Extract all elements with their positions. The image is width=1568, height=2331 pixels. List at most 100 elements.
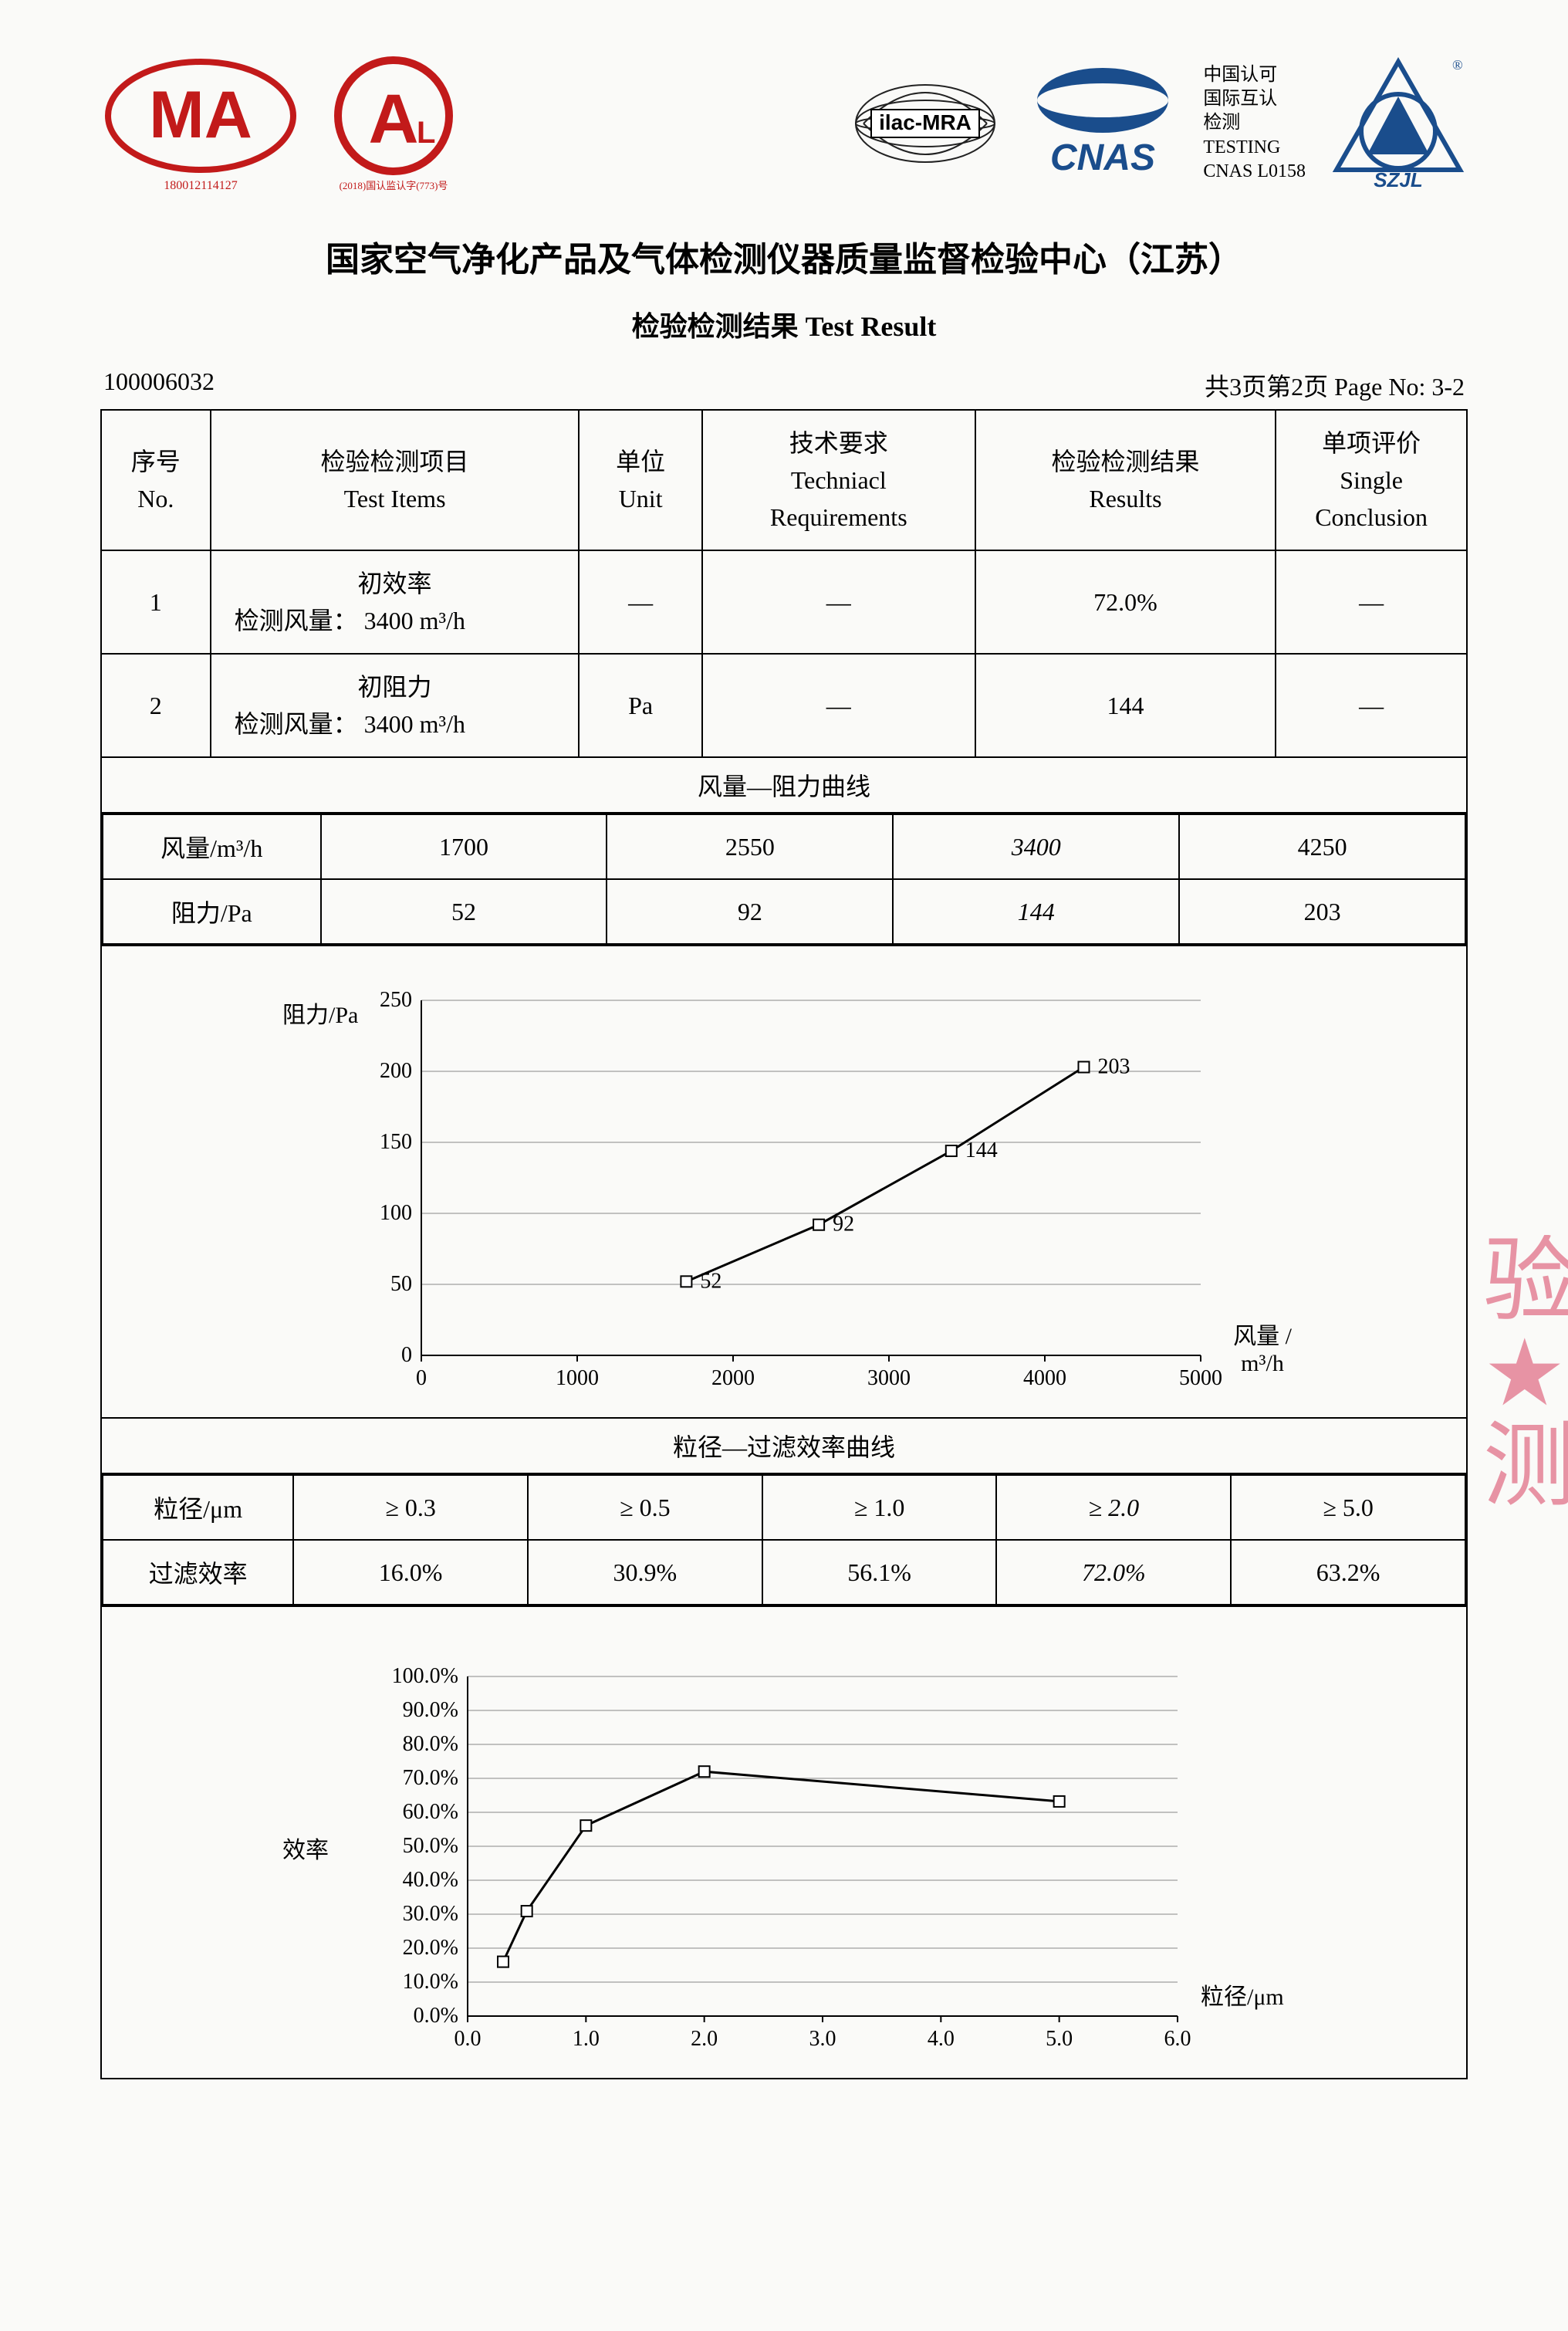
y-tick-label: 30.0% xyxy=(403,1902,458,1927)
c1-res-1: 92 xyxy=(607,879,893,944)
flow-resistance-chart: 5292144203050100150200250010002000300040… xyxy=(267,969,1301,1402)
x-tick-label: 4.0 xyxy=(928,2027,955,2052)
chart1-cell: 5292144203050100150200250010002000300040… xyxy=(101,946,1467,1418)
report-id: 100006032 xyxy=(103,367,215,403)
c1-res-2: 144 xyxy=(893,879,1179,944)
svg-text:92: 92 xyxy=(833,1213,854,1237)
svg-text:144: 144 xyxy=(965,1138,998,1162)
table-row: 1 初效率 检测风量： 3400 m³/h — — 72.0% — xyxy=(101,550,1467,654)
y-tick-label: 80.0% xyxy=(403,1732,458,1757)
cma-logo: MA 180012114127 xyxy=(100,54,301,193)
x-tick-label: 2.0 xyxy=(691,2027,718,2052)
page-number: 共3页第2页 Page No: 3-2 xyxy=(1205,367,1465,403)
c2-size-0: ≥ 0.3 xyxy=(293,1475,528,1540)
cma-sub-text: 180012114127 xyxy=(164,179,237,192)
y-tick-label: 150 xyxy=(380,1130,412,1155)
x-axis-label: 粒径/μm xyxy=(1201,1977,1284,2011)
szjl-logo: SZJL ® xyxy=(1329,54,1468,193)
y-tick-label: 10.0% xyxy=(403,1970,458,1994)
y-tick-label: 70.0% xyxy=(403,1766,458,1791)
c2-eff-2: 56.1% xyxy=(762,1540,997,1605)
hdr-res: 检验检测结果 Results xyxy=(975,410,1276,550)
y-tick-label: 90.0% xyxy=(403,1698,458,1723)
logo-row: MA 180012114127 A L (2018)国认监认字(773)号 xyxy=(100,54,1468,193)
hdr-item: 检验检测项目 Test Items xyxy=(211,410,580,550)
x-axis-label: 风量 / m³/h xyxy=(1224,1317,1301,1377)
page-title: 国家空气净化产品及气体检测仪器质量监督检验中心（江苏） xyxy=(100,232,1468,281)
hdr-no: 序号 No. xyxy=(101,410,211,550)
svg-text:203: 203 xyxy=(1098,1054,1130,1078)
svg-text:L: L xyxy=(417,116,435,150)
page-subtitle: 检验检测结果 Test Result xyxy=(100,304,1468,344)
curve1-data-table: 风量/m³/h 1700 2550 3400 4250 阻力/Pa 52 92 … xyxy=(101,813,1467,946)
table-header-row: 序号 No. 检验检测项目 Test Items 单位 Unit 技术要求 Te… xyxy=(101,410,1467,550)
x-tick-label: 4000 xyxy=(1023,1366,1066,1391)
c2-size-4: ≥ 5.0 xyxy=(1231,1475,1465,1540)
x-tick-label: 0 xyxy=(416,1366,427,1391)
cnas-logo: CNAS xyxy=(1026,54,1180,193)
c2-eff-0: 16.0% xyxy=(293,1540,528,1605)
svg-text:52: 52 xyxy=(700,1269,721,1293)
cell-res: 144 xyxy=(975,654,1276,757)
svg-text:SZJL: SZJL xyxy=(1374,168,1423,191)
x-tick-label: 3000 xyxy=(867,1366,911,1391)
y-axis-label: 阻力/Pa xyxy=(282,996,358,1030)
curve2-title: 粒径—过滤效率曲线 xyxy=(101,1418,1467,1473)
x-tick-label: 3.0 xyxy=(809,2027,836,2052)
c2-size-3: ≥ 2.0 xyxy=(996,1475,1231,1540)
c1-flow-2: 3400 xyxy=(893,814,1179,879)
red-stamp-partial: 验★测 xyxy=(1483,1235,1568,1544)
cell-item: 初阻力 检测风量： 3400 m³/h xyxy=(211,654,580,757)
x-tick-label: 6.0 xyxy=(1164,2027,1191,2052)
y-tick-label: 60.0% xyxy=(403,1800,458,1825)
svg-text:MA: MA xyxy=(149,78,252,152)
cell-item: 初效率 检测风量： 3400 m³/h xyxy=(211,550,580,654)
cell-unit: — xyxy=(579,550,701,654)
x-tick-label: 1000 xyxy=(556,1366,599,1391)
cnas-side-text: 中国认可 国际互认 检测 TESTING CNAS L0158 xyxy=(1203,63,1306,184)
c2-eff-hdr: 过滤效率 xyxy=(103,1540,293,1605)
cell-no: 2 xyxy=(101,654,211,757)
c1-res-3: 203 xyxy=(1179,879,1465,944)
c2-size-2: ≥ 1.0 xyxy=(762,1475,997,1540)
curve2-data-table: 粒径/μm ≥ 0.3 ≥ 0.5 ≥ 1.0 ≥ 2.0 ≥ 5.0 过滤效率… xyxy=(101,1473,1467,1606)
svg-text:CNAS: CNAS xyxy=(1050,137,1155,178)
c2-eff-4: 63.2% xyxy=(1231,1540,1465,1605)
svg-text:A: A xyxy=(369,81,419,158)
cell-concl: — xyxy=(1276,550,1467,654)
hdr-unit: 单位 Unit xyxy=(579,410,701,550)
c2-eff-1: 30.9% xyxy=(528,1540,762,1605)
cell-no: 1 xyxy=(101,550,211,654)
c2-eff-3: 72.0% xyxy=(996,1540,1231,1605)
c1-res-hdr: 阻力/Pa xyxy=(103,879,321,944)
c1-flow-3: 4250 xyxy=(1179,814,1465,879)
y-tick-label: 100.0% xyxy=(392,1664,458,1689)
cell-res: 72.0% xyxy=(975,550,1276,654)
cal-logo: A L (2018)国认监认字(773)号 xyxy=(324,54,463,193)
y-tick-label: 20.0% xyxy=(403,1936,458,1961)
page-meta: 100006032 共3页第2页 Page No: 3-2 xyxy=(100,367,1468,403)
svg-text:ilac-MRA: ilac-MRA xyxy=(879,110,972,134)
x-tick-label: 0.0 xyxy=(455,2027,482,2052)
page: MA 180012114127 A L (2018)国认监认字(773)号 xyxy=(0,0,1568,2331)
x-tick-label: 2000 xyxy=(711,1366,755,1391)
c1-flow-hdr: 风量/m³/h xyxy=(103,814,321,879)
cell-unit: Pa xyxy=(579,654,701,757)
size-efficiency-chart: 0.0%10.0%20.0%30.0%40.0%50.0%60.0%70.0%8… xyxy=(267,1630,1301,2062)
y-tick-label: 0.0% xyxy=(414,2004,458,2028)
y-tick-label: 250 xyxy=(380,988,412,1013)
ilac-mra-logo: ilac-MRA xyxy=(848,54,1002,193)
y-axis-label: 效率 xyxy=(282,1831,329,1865)
y-tick-label: 40.0% xyxy=(403,1868,458,1893)
hdr-concl: 单项评价 Single Conclusion xyxy=(1276,410,1467,550)
cell-concl: — xyxy=(1276,654,1467,757)
c1-flow-0: 1700 xyxy=(321,814,607,879)
y-tick-label: 100 xyxy=(380,1201,412,1226)
table-row: 2 初阻力 检测风量： 3400 m³/h Pa — 144 — xyxy=(101,654,1467,757)
svg-text:(2018)国认监认字(773)号: (2018)国认监认字(773)号 xyxy=(340,180,448,191)
cell-req: — xyxy=(702,654,975,757)
c1-flow-1: 2550 xyxy=(607,814,893,879)
y-tick-label: 50 xyxy=(390,1272,412,1297)
curve1-title: 风量—阻力曲线 xyxy=(101,757,1467,813)
chart2-cell: 0.0%10.0%20.0%30.0%40.0%50.0%60.0%70.0%8… xyxy=(101,1606,1467,2079)
